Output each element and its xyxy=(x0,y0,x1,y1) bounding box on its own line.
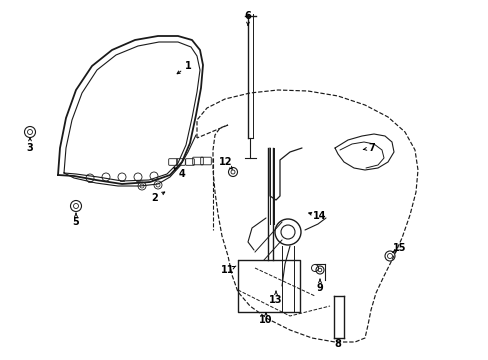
Text: 15: 15 xyxy=(392,243,406,253)
Text: 5: 5 xyxy=(73,217,79,227)
Text: 12: 12 xyxy=(219,157,232,167)
Text: 8: 8 xyxy=(334,339,341,349)
Text: 7: 7 xyxy=(368,143,375,153)
Text: 1: 1 xyxy=(184,61,191,71)
Text: 14: 14 xyxy=(313,211,326,221)
Text: 11: 11 xyxy=(221,265,234,275)
Text: 3: 3 xyxy=(26,143,33,153)
Text: 13: 13 xyxy=(269,295,282,305)
Text: 9: 9 xyxy=(316,283,323,293)
Text: 2: 2 xyxy=(151,193,158,203)
Text: 4: 4 xyxy=(178,169,185,179)
Text: 10: 10 xyxy=(259,315,272,325)
Text: 6: 6 xyxy=(244,11,251,21)
